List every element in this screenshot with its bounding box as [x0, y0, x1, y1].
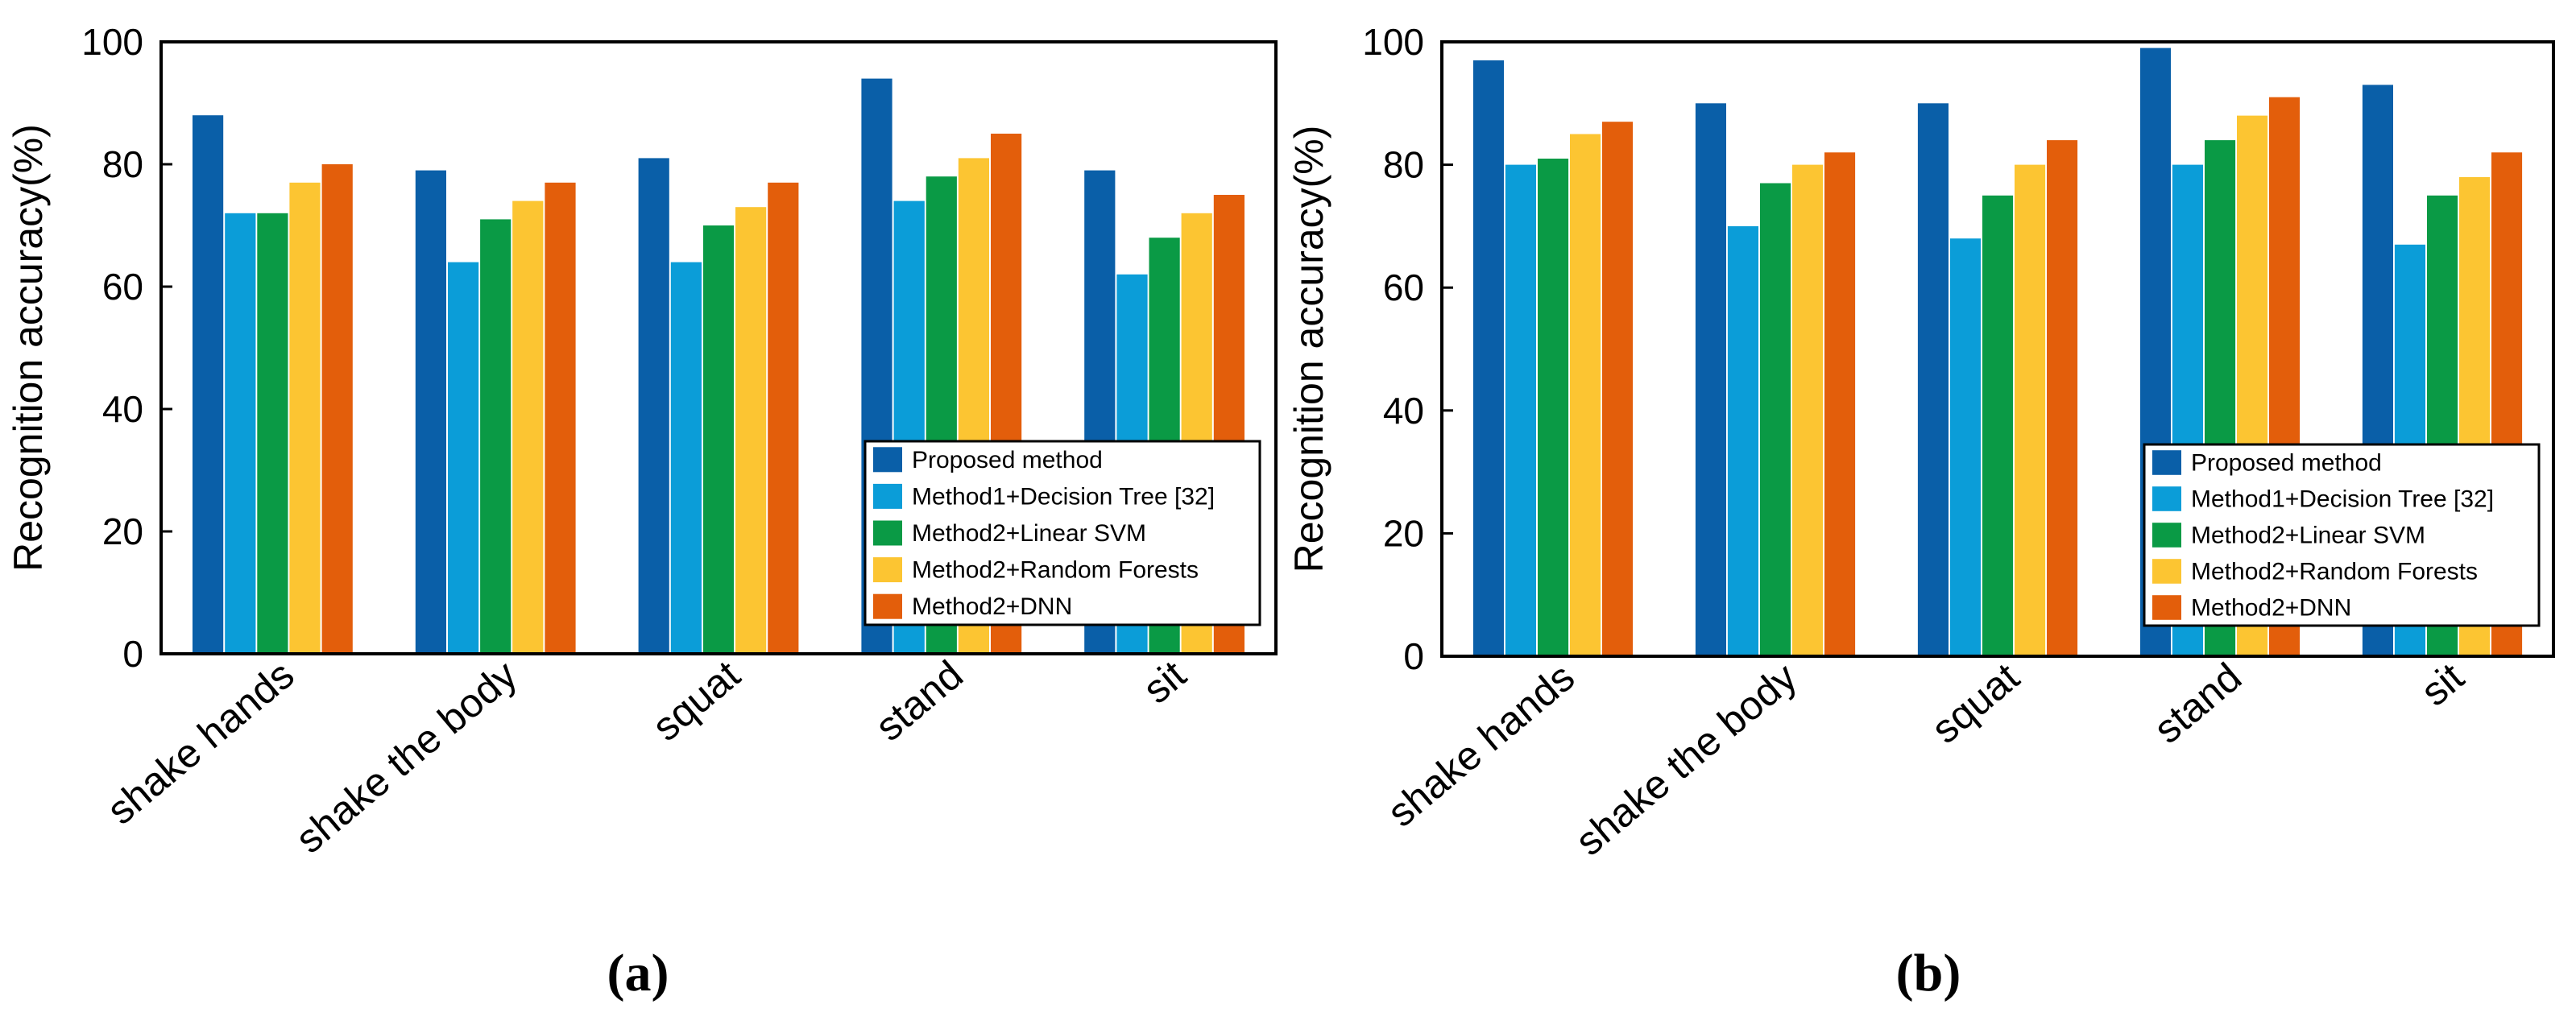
bar	[1949, 238, 1981, 655]
legend-swatch	[2152, 523, 2181, 548]
legend-swatch	[873, 483, 902, 509]
legend-frame	[2143, 443, 2541, 627]
legend-swatch	[2152, 450, 2181, 475]
bar	[670, 262, 702, 652]
bar	[1505, 164, 1536, 655]
bar	[1792, 164, 1824, 655]
y-tick-label: 100	[81, 21, 143, 63]
legend-label: Method2+DNN	[2191, 594, 2351, 621]
legend-swatch	[2152, 595, 2181, 620]
bar	[1824, 152, 1856, 655]
y-tick-label: 20	[1383, 512, 1424, 554]
y-tick-label: 100	[1362, 21, 1424, 63]
panel-label: (b)	[1896, 944, 1961, 1002]
legend-label: Method2+DNN	[912, 593, 1072, 620]
bar	[448, 262, 479, 652]
plot-area-frame	[1440, 40, 2555, 658]
y-tick-label: 0	[1403, 635, 1424, 677]
legend-label: Method2+Random Forests	[2191, 558, 2478, 585]
bar	[1472, 60, 1504, 655]
y-tick-label: 40	[102, 388, 143, 430]
legend-swatch	[2152, 559, 2181, 584]
bar	[735, 207, 767, 652]
legend-frame	[863, 440, 1261, 626]
x-tick-label: sit	[1134, 651, 1194, 712]
bar	[1570, 134, 1601, 655]
bar	[1760, 183, 1791, 655]
bar	[1695, 103, 1726, 655]
bar	[1982, 195, 2014, 655]
chart-panel-b: 0 20 40 60 80 100 Recognition accuracy(%) shake…	[1286, 21, 2555, 1002]
legend-label: Proposed method	[912, 447, 1103, 473]
legend-label: Method2+Linear SVM	[912, 520, 1146, 547]
plot-area-frame	[159, 40, 1278, 655]
x-tick-label: shake hands	[98, 652, 302, 833]
x-tick-label: shake the body	[1567, 655, 1805, 865]
bar	[768, 182, 799, 653]
y-axis-label: Recognition accuracy(%)	[1286, 126, 1331, 573]
legend-label: Method2+Random Forests	[912, 557, 1199, 584]
bar	[257, 213, 288, 652]
bar	[1602, 122, 1634, 655]
legend-swatch	[2152, 486, 2181, 511]
legend: Proposed method Method1+Decision Tree [32…	[2143, 443, 2541, 627]
x-tick-label: stand	[2145, 655, 2250, 753]
x-tick-label: shake hands	[1379, 655, 1583, 836]
y-tick-label: 80	[1383, 144, 1424, 186]
bar	[193, 115, 224, 652]
legend-label: Method2+Linear SVM	[2191, 522, 2425, 548]
legend-label: Method1+Decision Tree [32]	[912, 483, 1215, 510]
x-tick-label: squat	[1923, 654, 2027, 752]
x-tick-label: sit	[2412, 654, 2472, 714]
y-tick-label: 20	[102, 510, 143, 552]
bar	[321, 164, 353, 652]
panel-label: (a)	[607, 944, 669, 1002]
x-tick-label: squat	[644, 651, 748, 750]
bar	[638, 158, 669, 652]
bar	[1538, 159, 1569, 655]
chart-panel-a: 0 20 40 60 80 100 Recognition accuracy(%) shake…	[6, 21, 1278, 1002]
legend-swatch	[873, 557, 902, 583]
legend: Proposed method Method1+Decision Tree [32…	[863, 440, 1261, 626]
y-tick-label: 40	[1383, 390, 1424, 432]
legend-swatch	[873, 593, 902, 619]
bar	[1727, 225, 1758, 655]
bar	[415, 170, 446, 653]
bar	[480, 219, 511, 652]
bar	[2015, 164, 2046, 655]
legend-swatch	[873, 447, 902, 473]
bar	[512, 200, 544, 653]
bar	[545, 182, 576, 653]
y-tick-label: 60	[1383, 267, 1424, 308]
y-axis-label: Recognition accuracy(%)	[6, 124, 51, 572]
x-tick-label: shake the body	[287, 652, 525, 862]
legend-label: Method1+Decision Tree [32]	[2191, 486, 2494, 512]
bar	[1917, 103, 1949, 655]
bar	[225, 213, 256, 652]
bar	[2047, 140, 2078, 655]
bar	[289, 182, 321, 653]
legend-swatch	[873, 520, 902, 546]
y-tick-label: 80	[102, 143, 143, 185]
x-tick-label: stand	[867, 652, 971, 750]
y-tick-label: 60	[102, 266, 143, 308]
legend-label: Proposed method	[2191, 449, 2382, 476]
y-tick-label: 0	[122, 633, 143, 675]
bar	[702, 225, 735, 652]
